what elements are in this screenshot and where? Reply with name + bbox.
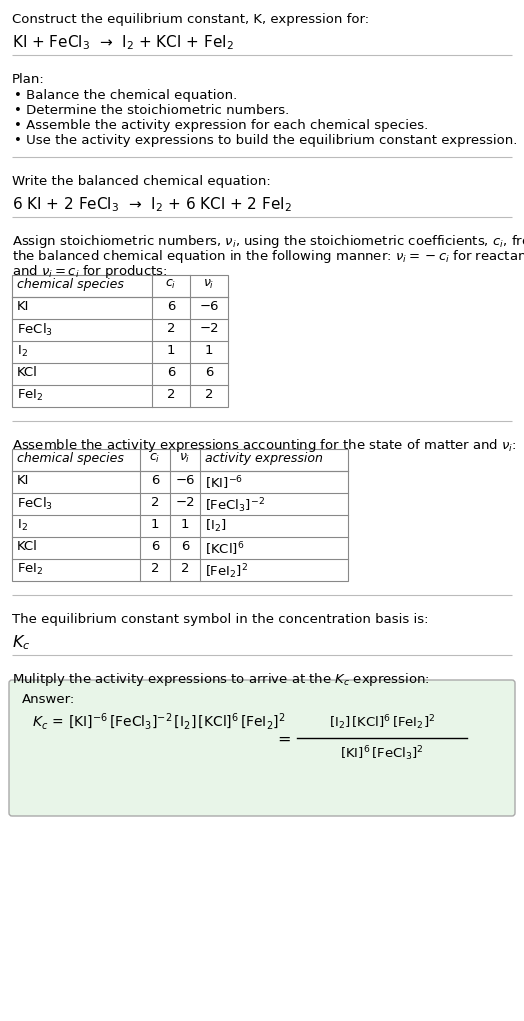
Text: 6: 6 xyxy=(167,366,175,379)
Text: Mulitply the activity expressions to arrive at the $K_c$ expression:: Mulitply the activity expressions to arr… xyxy=(12,671,430,688)
Text: [FeI$_2$]$^2$: [FeI$_2$]$^2$ xyxy=(205,562,248,581)
Text: FeI$_2$: FeI$_2$ xyxy=(17,388,43,403)
Text: −2: −2 xyxy=(199,322,219,335)
Text: Write the balanced chemical equation:: Write the balanced chemical equation: xyxy=(12,175,271,188)
Text: $\mathrm{[KI]^6\,[FeCl_3]^2}$: $\mathrm{[KI]^6\,[FeCl_3]^2}$ xyxy=(340,744,424,764)
Text: • Use the activity expressions to build the equilibrium constant expression.: • Use the activity expressions to build … xyxy=(14,134,517,147)
Bar xyxy=(12,275,228,407)
Text: 2: 2 xyxy=(205,388,213,401)
Text: $\mathrm{[I_2]\,[KCl]^6\,[FeI_2]^2}$: $\mathrm{[I_2]\,[KCl]^6\,[FeI_2]^2}$ xyxy=(329,714,435,732)
Text: • Assemble the activity expression for each chemical species.: • Assemble the activity expression for e… xyxy=(14,119,428,132)
Text: [KI]$^{-6}$: [KI]$^{-6}$ xyxy=(205,474,243,491)
Text: −6: −6 xyxy=(175,474,195,487)
Text: 2: 2 xyxy=(167,388,175,401)
Text: $=$: $=$ xyxy=(274,730,290,745)
Text: $\nu_i$: $\nu_i$ xyxy=(203,278,215,291)
Text: 1: 1 xyxy=(181,518,189,531)
Text: Assign stoichiometric numbers, $\nu_i$, using the stoichiometric coefficients, $: Assign stoichiometric numbers, $\nu_i$, … xyxy=(12,233,524,250)
Text: FeI$_2$: FeI$_2$ xyxy=(17,562,43,577)
Text: −2: −2 xyxy=(175,496,195,509)
Text: 2: 2 xyxy=(151,562,159,575)
Text: • Balance the chemical equation.: • Balance the chemical equation. xyxy=(14,89,237,102)
Text: −6: −6 xyxy=(199,300,219,313)
Text: $\nu_i$: $\nu_i$ xyxy=(179,452,191,466)
Text: 2: 2 xyxy=(181,562,189,575)
Text: KI: KI xyxy=(17,300,29,313)
Text: FeCl$_3$: FeCl$_3$ xyxy=(17,496,53,513)
Text: I$_2$: I$_2$ xyxy=(17,518,28,533)
Text: [I$_2$]: [I$_2$] xyxy=(205,518,226,534)
FancyBboxPatch shape xyxy=(9,680,515,816)
Text: 6: 6 xyxy=(167,300,175,313)
Text: KI: KI xyxy=(17,474,29,487)
Text: 6: 6 xyxy=(151,474,159,487)
Text: the balanced chemical equation in the following manner: $\nu_i = -c_i$ for react: the balanced chemical equation in the fo… xyxy=(12,248,524,265)
Text: and $\nu_i = c_i$ for products:: and $\nu_i = c_i$ for products: xyxy=(12,263,168,280)
Text: The equilibrium constant symbol in the concentration basis is:: The equilibrium constant symbol in the c… xyxy=(12,613,429,626)
Text: 1: 1 xyxy=(151,518,159,531)
Text: activity expression: activity expression xyxy=(205,452,323,465)
Text: 6: 6 xyxy=(205,366,213,379)
Text: chemical species: chemical species xyxy=(17,278,124,291)
Text: $K_c\, =\, \mathrm{[KI]^{-6}\,[FeCl_3]^{-2}\,[I_2]\,[KCl]^6\,[FeI_2]^2}$: $K_c\, =\, \mathrm{[KI]^{-6}\,[FeCl_3]^{… xyxy=(32,712,286,732)
Text: Plan:: Plan: xyxy=(12,72,45,86)
Text: Answer:: Answer: xyxy=(22,693,75,706)
Text: KCl: KCl xyxy=(17,366,38,379)
Text: $c_i$: $c_i$ xyxy=(166,278,177,291)
Text: $c_i$: $c_i$ xyxy=(149,452,161,466)
Text: 1: 1 xyxy=(167,344,175,357)
Text: Construct the equilibrium constant, K, expression for:: Construct the equilibrium constant, K, e… xyxy=(12,13,369,26)
Text: 2: 2 xyxy=(167,322,175,335)
Text: 6 KI + 2 FeCl$_3$  →  I$_2$ + 6 KCl + 2 FeI$_2$: 6 KI + 2 FeCl$_3$ → I$_2$ + 6 KCl + 2 Fe… xyxy=(12,195,292,213)
Text: • Determine the stoichiometric numbers.: • Determine the stoichiometric numbers. xyxy=(14,104,289,117)
Text: chemical species: chemical species xyxy=(17,452,124,465)
Text: 6: 6 xyxy=(151,540,159,553)
Text: 2: 2 xyxy=(151,496,159,509)
Bar xyxy=(12,449,348,581)
Text: 1: 1 xyxy=(205,344,213,357)
Text: KCl: KCl xyxy=(17,540,38,553)
Text: $K_c$: $K_c$ xyxy=(12,633,30,651)
Text: FeCl$_3$: FeCl$_3$ xyxy=(17,322,53,338)
Text: [FeCl$_3$]$^{-2}$: [FeCl$_3$]$^{-2}$ xyxy=(205,496,265,515)
Text: I$_2$: I$_2$ xyxy=(17,344,28,359)
Text: Assemble the activity expressions accounting for the state of matter and $\nu_i$: Assemble the activity expressions accoun… xyxy=(12,437,517,454)
Text: KI + FeCl$_3$  →  I$_2$ + KCl + FeI$_2$: KI + FeCl$_3$ → I$_2$ + KCl + FeI$_2$ xyxy=(12,33,234,52)
Text: 6: 6 xyxy=(181,540,189,553)
Text: [KCl]$^6$: [KCl]$^6$ xyxy=(205,540,244,557)
